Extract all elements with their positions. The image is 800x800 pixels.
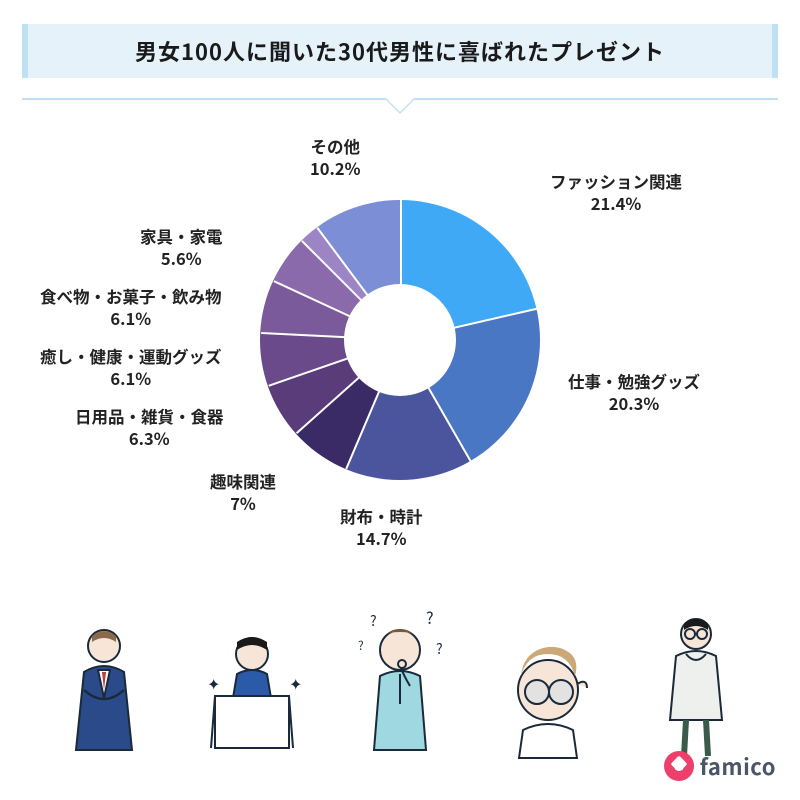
label-fashion: ファッション関連 21.4% bbox=[550, 170, 682, 215]
page-title: 男女100人に聞いた30代男性に喜ばれたプレゼント bbox=[135, 35, 665, 67]
label-health: 癒し・健康・運動グッズ 6.1% bbox=[40, 345, 222, 390]
brand-logo-icon bbox=[664, 751, 694, 781]
svg-text:?: ? bbox=[358, 637, 364, 654]
label-kaden: 家具・家電 5.6% bbox=[140, 225, 223, 270]
label-other: その他 10.2% bbox=[310, 135, 360, 180]
person-businessman-icon bbox=[44, 620, 164, 760]
svg-text:?: ? bbox=[426, 610, 434, 629]
label-hobby: 趣味関連 7% bbox=[210, 470, 276, 515]
label-wallet: 財布・時計 14.7% bbox=[340, 505, 423, 550]
person-glasses-icon bbox=[488, 640, 608, 760]
donut-chart bbox=[260, 200, 540, 480]
person-thinking-icon: ? ? ? ? bbox=[340, 610, 460, 760]
brand-name: famico bbox=[700, 750, 776, 782]
label-food: 食べ物・お菓子・飲み物 6.1% bbox=[40, 285, 222, 330]
person-holding-board-icon: ✦ ✦ bbox=[192, 630, 312, 760]
svg-text:?: ? bbox=[436, 639, 443, 659]
svg-text:?: ? bbox=[370, 611, 377, 631]
callout-triangle-icon bbox=[384, 98, 416, 114]
label-daily: 日用品・雑貨・食器 6.3% bbox=[75, 405, 224, 450]
brand: famico bbox=[664, 750, 776, 782]
svg-text:✦: ✦ bbox=[289, 671, 302, 695]
label-work: 仕事・勉強グッズ 20.3% bbox=[568, 370, 700, 415]
people-illustrations: ✦ ✦ ? ? ? ? bbox=[0, 610, 800, 760]
title-bar: 男女100人に聞いた30代男性に喜ばれたプレゼント bbox=[22, 24, 778, 78]
donut-hole bbox=[344, 284, 456, 396]
person-sweater-icon bbox=[636, 610, 756, 760]
svg-text:✦: ✦ bbox=[207, 671, 220, 695]
